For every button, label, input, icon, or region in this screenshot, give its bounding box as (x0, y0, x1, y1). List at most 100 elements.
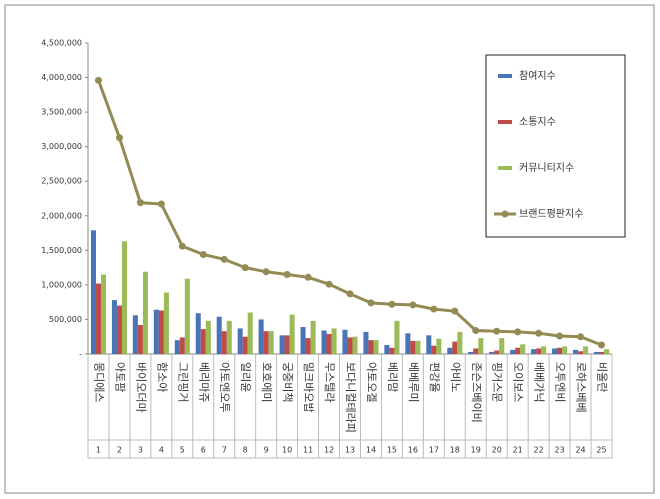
bar (326, 333, 332, 354)
rank-label: 7 (222, 446, 227, 455)
bar (111, 300, 117, 354)
bar (226, 320, 232, 354)
line-marker (220, 255, 228, 263)
y-tick-label: - (79, 350, 82, 359)
bar (599, 351, 605, 354)
bar (284, 335, 290, 354)
rank-label: 9 (264, 446, 269, 455)
rank-label: 14 (366, 446, 376, 455)
bar (205, 320, 211, 354)
bar (247, 312, 253, 354)
x-tick-label: 오투엔비 (554, 362, 567, 402)
bar (557, 347, 563, 354)
bar (431, 345, 437, 354)
x-tick-label: 편강율 (428, 362, 441, 392)
rank-label: 25 (596, 446, 606, 455)
bar (221, 331, 227, 354)
bar (263, 331, 269, 354)
x-tick-label: 밀크바오밥 (302, 362, 315, 413)
rank-label: 2 (117, 446, 122, 455)
x-tick-label: 아토엔오투 (218, 362, 231, 413)
bar (478, 338, 484, 354)
rank-label: 17 (429, 446, 439, 455)
bar (410, 340, 416, 354)
bar (405, 333, 411, 354)
bar (289, 314, 295, 354)
line-marker (367, 299, 375, 307)
line-marker (346, 290, 354, 298)
y-tick-label: 4,500,000 (41, 39, 82, 48)
legend-box (485, 54, 626, 238)
x-tick-label: 핑거스문 (491, 362, 504, 402)
line-marker (598, 341, 606, 349)
bar (552, 348, 558, 354)
legend-swatch (501, 210, 509, 218)
rank-label: 16 (408, 446, 418, 455)
bar (347, 337, 353, 354)
line-marker (577, 333, 585, 341)
line-marker (262, 268, 270, 276)
bar (100, 274, 107, 354)
line-marker (157, 200, 165, 208)
rank-label: 24 (575, 446, 585, 455)
line-marker (493, 327, 501, 335)
rank-label: 20 (492, 446, 502, 455)
x-tick-label: 그린핑거 (176, 362, 189, 402)
x-tick-label: 아토팜 (113, 362, 126, 392)
bar (426, 335, 432, 354)
x-tick-label: 바이오더마 (134, 362, 147, 413)
rank-label: 13 (345, 446, 355, 455)
bar (515, 347, 521, 354)
bar (473, 348, 479, 354)
legend-label: 소통지수 (519, 116, 556, 128)
line-marker (514, 328, 522, 336)
bar (489, 351, 495, 354)
rank-label: 4 (159, 446, 164, 455)
bar (132, 315, 138, 354)
legend-swatch (498, 166, 512, 170)
line-marker (388, 300, 396, 308)
line-marker (535, 329, 543, 337)
line-marker (556, 332, 564, 340)
bar (279, 335, 285, 354)
line-marker (325, 280, 333, 288)
bar (300, 327, 306, 354)
line-marker (94, 76, 102, 84)
bar (604, 349, 610, 354)
bar (536, 348, 542, 354)
bar (368, 340, 374, 354)
rank-label: 1 (96, 446, 101, 455)
y-tick-label: 2,000,000 (41, 211, 82, 220)
legend-swatch (498, 120, 512, 124)
rank-label: 8 (243, 446, 248, 455)
line-marker (304, 273, 312, 281)
legend-label: 참여지수 (519, 70, 556, 82)
bar (531, 349, 537, 354)
x-tick-label: 일리윤 (239, 362, 253, 392)
bar (352, 336, 358, 354)
rank-label: 3 (138, 446, 143, 455)
line-marker (241, 264, 249, 272)
line-marker (136, 199, 144, 207)
x-tick-label: 베베루미 (407, 362, 420, 402)
line-marker (430, 305, 438, 313)
y-tick-label: 1,000,000 (41, 280, 82, 289)
bar (415, 340, 421, 354)
bar (95, 283, 101, 354)
rank-label: 11 (303, 446, 313, 455)
bar (121, 241, 127, 354)
bar (384, 345, 390, 354)
line-marker (451, 307, 459, 315)
bar (216, 316, 222, 354)
rank-label: 18 (450, 446, 460, 455)
bar (174, 340, 180, 354)
x-tick-label: 몽디에스 (92, 362, 105, 402)
y-tick-label: 2,500,000 (41, 177, 82, 186)
x-tick-label: 아비노 (449, 362, 462, 392)
bar (494, 350, 500, 354)
rank-label: 22 (534, 446, 544, 455)
bar (394, 320, 400, 354)
bar (142, 271, 148, 354)
bar (137, 324, 143, 354)
